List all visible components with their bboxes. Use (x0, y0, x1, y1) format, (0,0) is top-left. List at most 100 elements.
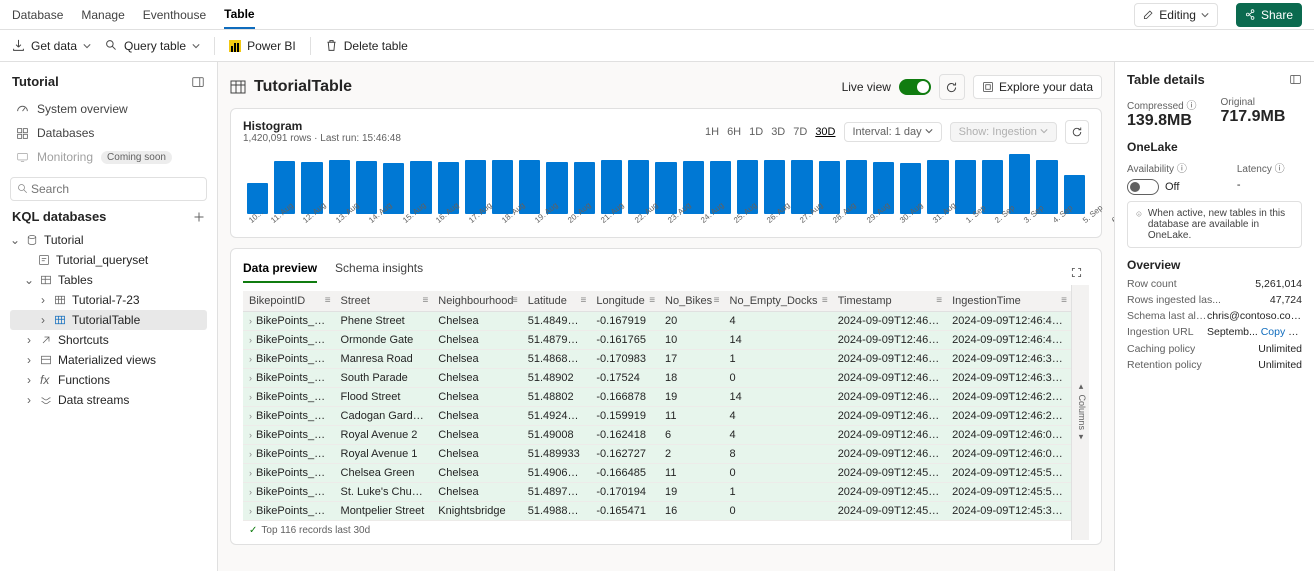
row-expand-icon[interactable]: › (249, 506, 256, 516)
table-row[interactable]: ›BikePoints_395Cadogan GardensChelsea51.… (243, 407, 1071, 426)
tab-manage[interactable]: Manage (81, 2, 124, 28)
table-row[interactable]: ›BikePoints_662Phene StreetChelsea51.484… (243, 312, 1071, 331)
columns-panel-toggle[interactable]: ▴ Columns ▾ (1071, 285, 1089, 540)
tree-shortcuts[interactable]: ›Shortcuts (10, 330, 207, 350)
collapse-icon[interactable] (1289, 73, 1302, 86)
query-table-button[interactable]: Query table (105, 39, 200, 53)
column-menu-icon[interactable]: ≡ (822, 295, 828, 306)
range-3d[interactable]: 3D (771, 126, 785, 138)
table-row[interactable]: ›BikePoints_218St. Luke's ChurchChelsea5… (243, 483, 1071, 502)
column-menu-icon[interactable]: ≡ (325, 295, 331, 306)
column-header[interactable]: Timestamp≡ (832, 291, 946, 312)
histogram-bar[interactable] (982, 160, 1003, 214)
column-menu-icon[interactable]: ≡ (714, 295, 720, 306)
original-value: 717.9MB (1220, 108, 1285, 126)
copy-uri-link[interactable]: Copy URI (1261, 326, 1302, 338)
tree-table-2[interactable]: ›TutorialTable (10, 310, 207, 330)
row-expand-icon[interactable]: › (249, 354, 256, 364)
column-header[interactable]: IngestionTime≡ (946, 291, 1071, 312)
share-button[interactable]: Share (1236, 3, 1302, 27)
tree-mat-views[interactable]: ›Materialized views (10, 350, 207, 370)
power-bi-button[interactable]: Power BI (229, 39, 296, 53)
range-30d[interactable]: 30D (815, 126, 835, 138)
live-view-toggle[interactable] (899, 79, 931, 95)
databases-icon (16, 127, 29, 140)
range-6h[interactable]: 6H (727, 126, 741, 138)
column-header[interactable]: Neighbourhood≡ (432, 291, 521, 312)
row-expand-icon[interactable]: › (249, 316, 256, 326)
table-row[interactable]: ›BikePoints_345Flood StreetChelsea51.488… (243, 388, 1071, 407)
delete-table-button[interactable]: Delete table (325, 39, 408, 53)
histogram-refresh-button[interactable] (1065, 120, 1089, 144)
sidebar-system-overview[interactable]: System overview (10, 97, 207, 121)
interval-select[interactable]: Interval: 1 day (844, 122, 942, 142)
tree-tables[interactable]: ⌄Tables (10, 270, 207, 290)
histogram-labels: 10...11. Aug12. Aug13. Aug14. Aug15. Aug… (243, 214, 1089, 227)
column-menu-icon[interactable]: ≡ (512, 295, 518, 306)
tab-database[interactable]: Database (12, 2, 63, 28)
table-cell: 51.4988823 (522, 502, 591, 521)
collapse-icon[interactable] (191, 75, 205, 89)
row-expand-icon[interactable]: › (249, 430, 256, 440)
table-row[interactable]: ›BikePoints_529Manresa RoadChelsea51.486… (243, 350, 1071, 369)
expand-button[interactable] (1063, 259, 1089, 285)
histogram-bar[interactable] (791, 160, 812, 214)
range-1d[interactable]: 1D (749, 126, 763, 138)
share-icon (1245, 9, 1256, 20)
row-expand-icon[interactable]: › (249, 411, 256, 421)
column-menu-icon[interactable]: ≡ (936, 295, 942, 306)
table-cell: ›BikePoints_529 (243, 350, 335, 369)
range-7d[interactable]: 7D (793, 126, 807, 138)
column-header[interactable]: No_Bikes≡ (659, 291, 723, 312)
table-row[interactable]: ›BikePoints_292Montpelier StreetKnightsb… (243, 502, 1071, 521)
explore-data-button[interactable]: Explore your data (973, 75, 1102, 99)
table-row[interactable]: ›BikePoints_250Royal Avenue 1Chelsea51.4… (243, 445, 1071, 464)
row-expand-icon[interactable]: › (249, 335, 256, 345)
column-header[interactable]: Longitude≡ (590, 291, 659, 312)
histogram-bar[interactable] (955, 160, 976, 214)
row-expand-icon[interactable]: › (249, 468, 256, 478)
add-database-icon[interactable] (193, 211, 205, 223)
row-expand-icon[interactable]: › (249, 487, 256, 497)
column-menu-icon[interactable]: ≡ (649, 295, 655, 306)
table-row[interactable]: ›BikePoints_747Ormonde GateChelsea51.487… (243, 331, 1071, 350)
tree-queryset[interactable]: Tutorial_queryset (10, 250, 207, 270)
tree-db-tutorial[interactable]: ⌄Tutorial (10, 230, 207, 250)
tab-schema-insights[interactable]: Schema insights (335, 255, 423, 283)
column-header[interactable]: Latitude≡ (522, 291, 591, 312)
editing-mode-button[interactable]: Editing (1134, 3, 1218, 27)
tab-table[interactable]: Table (224, 1, 254, 29)
table-row[interactable]: ›BikePoints_280Royal Avenue 2Chelsea51.4… (243, 426, 1071, 445)
get-data-button[interactable]: Get data (12, 39, 91, 53)
column-header[interactable]: BikepointID≡ (243, 291, 335, 312)
refresh-button[interactable] (939, 74, 965, 100)
column-header[interactable]: Street≡ (335, 291, 433, 312)
table-cell: 51.4868927 (522, 350, 591, 369)
histogram-subtitle: 1,420,091 rows · Last run: 15:46:48 (243, 133, 705, 144)
table-cell: 51.4849854 (522, 312, 591, 331)
search-input[interactable] (29, 181, 200, 197)
table-row[interactable]: ›BikePoints_220Chelsea GreenChelsea51.49… (243, 464, 1071, 483)
column-menu-icon[interactable]: ≡ (581, 295, 587, 306)
column-menu-icon[interactable]: ≡ (422, 295, 428, 306)
show-ingestion-select[interactable]: Show: Ingestion (950, 122, 1057, 142)
sidebar-search[interactable] (10, 177, 207, 201)
row-expand-icon[interactable]: › (249, 392, 256, 402)
tree-table-1[interactable]: ›Tutorial-7-23 (10, 290, 207, 310)
column-header[interactable]: No_Empty_Docks≡ (724, 291, 832, 312)
row-expand-icon[interactable]: › (249, 449, 256, 459)
column-menu-icon[interactable]: ≡ (1061, 295, 1067, 306)
table-cell: Chelsea (432, 312, 521, 331)
sidebar-databases[interactable]: Databases (10, 121, 207, 145)
range-1h[interactable]: 1H (705, 126, 719, 138)
tab-data-preview[interactable]: Data preview (243, 255, 317, 283)
availability-toggle[interactable] (1127, 179, 1159, 195)
tree-data-streams[interactable]: ›Data streams (10, 390, 207, 410)
tree-functions[interactable]: ›fxFunctions (10, 370, 207, 390)
tab-eventhouse[interactable]: Eventhouse (143, 2, 206, 28)
table-cell: Royal Avenue 1 (335, 445, 433, 464)
table-row[interactable]: ›BikePoints_430South ParadeChelsea51.489… (243, 369, 1071, 388)
histogram-bar[interactable] (492, 160, 513, 214)
table-icon (54, 314, 66, 326)
row-expand-icon[interactable]: › (249, 373, 256, 383)
